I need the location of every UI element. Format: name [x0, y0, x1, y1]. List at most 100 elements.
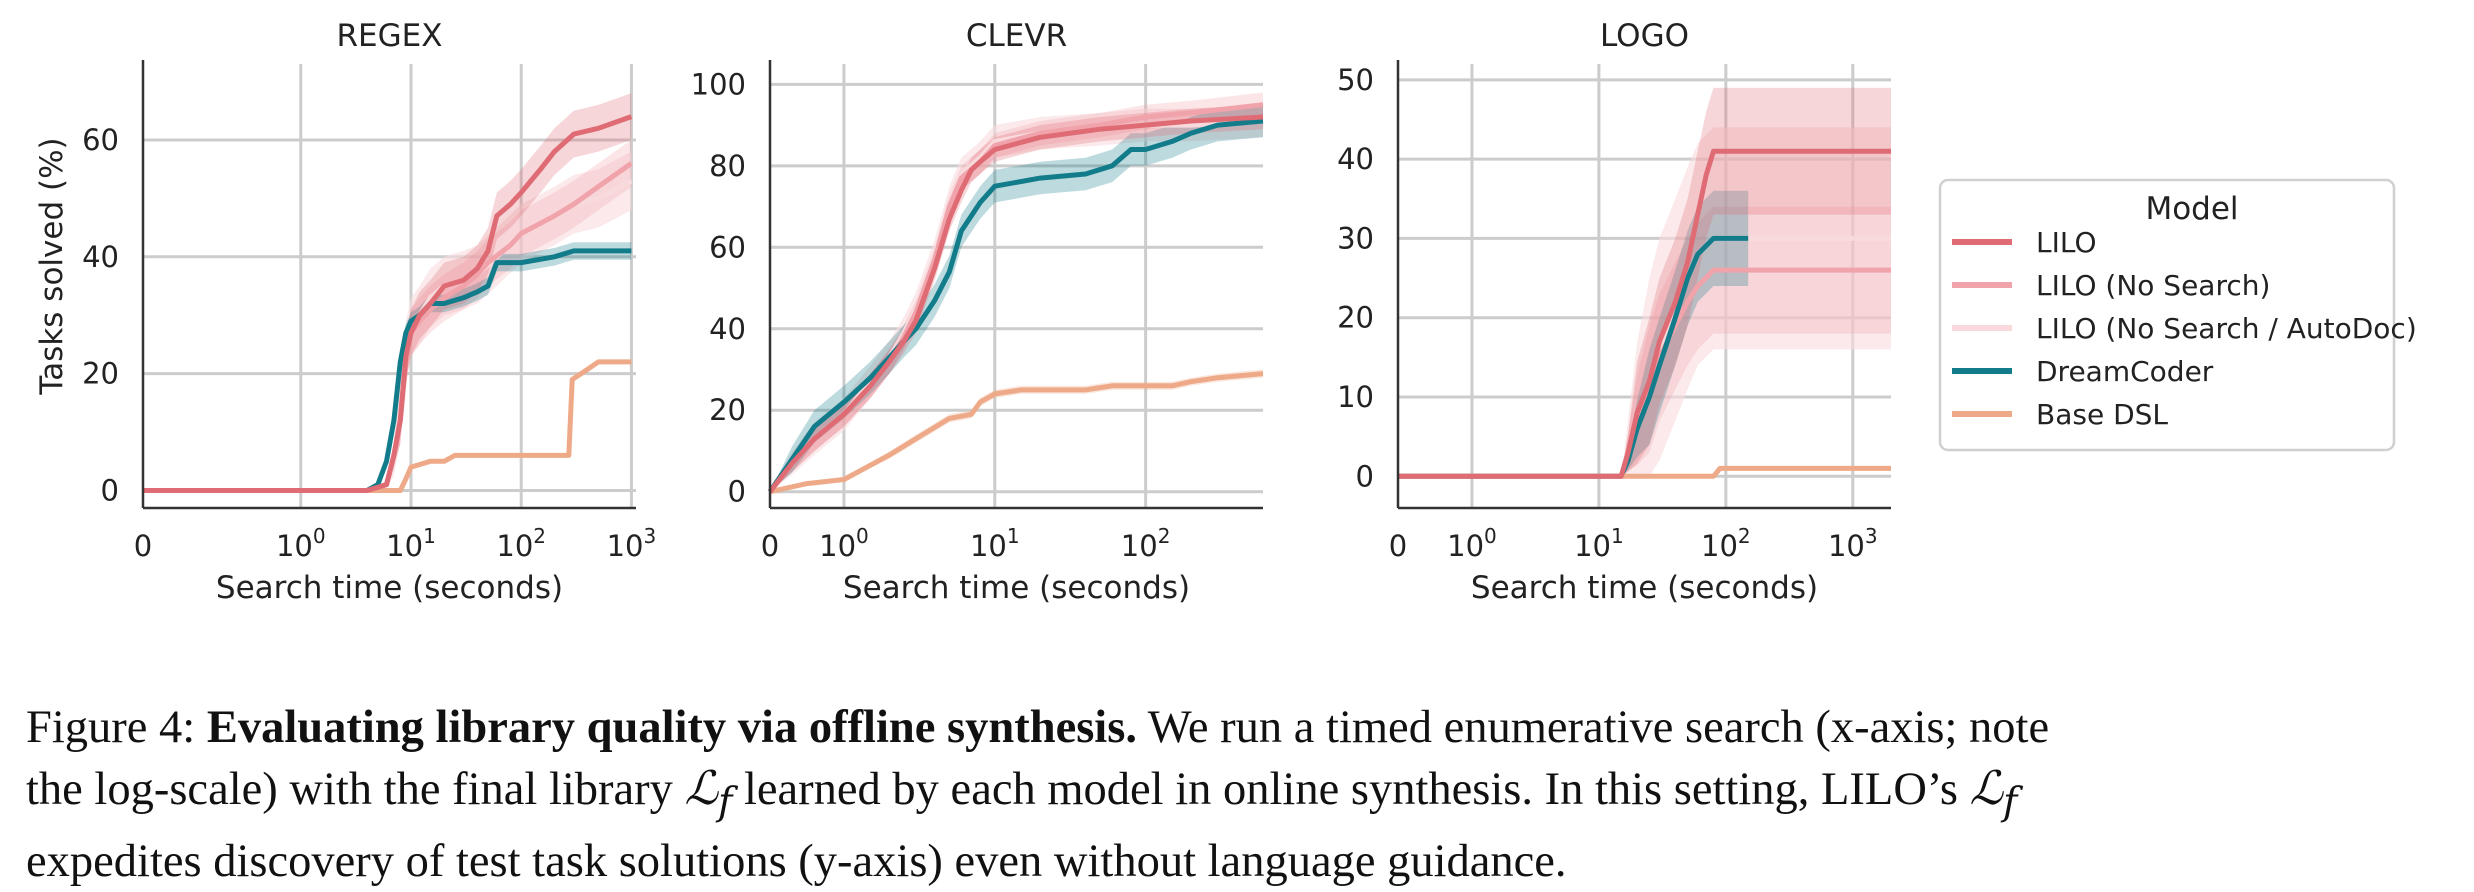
y-tick-label: 0 [728, 475, 746, 509]
bands [143, 93, 632, 491]
x-tick-label: 101 [970, 524, 1020, 563]
caption-label: Figure 4: [26, 702, 196, 753]
y-tick-label: 40 [709, 312, 746, 346]
y-tick-labels: 0 20 40 60 80 100 [691, 67, 746, 508]
y-tick-label: 60 [82, 123, 119, 157]
band-lilo [143, 93, 632, 491]
series-base-dsl [143, 359, 632, 493]
caption-line-2: the log-scale) with the final library ℒf… [26, 758, 2456, 832]
legend-label: LILO (No Search / AutoDoc) [2036, 312, 2417, 345]
legend: Model LILO LILO (No Search) LILO (No Searc… [1938, 178, 2417, 452]
y-axis-label: Tasks solved (%) [34, 137, 70, 395]
x-tick-label: 0 [761, 529, 779, 563]
caption-line2-b: learned by each model in online synthesi… [743, 764, 1810, 815]
series-lines [767, 102, 1264, 495]
x-tick-labels: 0 100 101 102 103 [1389, 524, 1878, 563]
x-axis-label: Search time (seconds) [843, 570, 1190, 606]
caption-bold: Evaluating library quality via offline s… [206, 702, 1137, 753]
x-tick-label: 103 [607, 524, 657, 563]
y-tick-label: 40 [1337, 142, 1374, 176]
band-lilo-no-search-autodoc [143, 151, 632, 491]
y-tick-label: 0 [101, 473, 119, 507]
bands [1398, 87, 1891, 477]
band-lilo-no-search [143, 139, 632, 491]
legend-entry-lilo-no-search-autodoc: LILO (No Search / AutoDoc) [1952, 312, 2417, 345]
y-tick-label: 40 [82, 240, 119, 274]
caption-lilo: LILO [1821, 764, 1927, 815]
band-lilo [1398, 87, 1891, 477]
library-symbol-base: ℒ [684, 761, 719, 815]
caption-line2-c: ’s [1926, 764, 1958, 815]
library-symbol-2-base: ℒ [1969, 761, 2004, 815]
y-tick-labels: 0 10 20 30 40 50 [1337, 63, 1374, 493]
series-lilo [768, 114, 1264, 494]
legend-entry-dreamcoder: DreamCoder [1952, 355, 2214, 388]
x-tick-label: 100 [1447, 524, 1497, 563]
x-tick-label: 101 [386, 524, 436, 563]
library-symbol-2: ℒf [1969, 761, 2018, 824]
band-dreamcoder [1398, 190, 1749, 477]
x-tick-labels: 0 100 101 102 103 [134, 524, 656, 563]
x-axis-label: Search time (seconds) [216, 570, 563, 606]
legend-label: LILO (No Search) [2036, 269, 2270, 302]
x-tick-label: 100 [276, 524, 326, 563]
band-lilo-no-search [1398, 206, 1891, 477]
chart-title: LOGO [1600, 18, 1689, 54]
series-lilo [1398, 148, 1891, 479]
legend-title: Model [2145, 191, 2238, 227]
chart-title: CLEVR [966, 18, 1067, 54]
y-tick-labels: 0 20 40 60 [82, 123, 119, 508]
x-tick-label: 0 [1389, 529, 1407, 563]
band-base-dsl [770, 369, 1263, 492]
y-tick-label: 20 [82, 357, 119, 391]
series-lilo-no-search [143, 161, 633, 493]
y-tick-label: 20 [1337, 301, 1374, 335]
legend-entry-lilo-no-search: LILO (No Search) [1952, 269, 2270, 302]
x-tick-label: 102 [496, 524, 546, 563]
series-base-dsl [769, 371, 1264, 495]
panel-regex: 0 20 40 60 0 100 101 102 103 REGEX Search time (se… [34, 18, 656, 606]
legend-entry-base-dsl: Base DSL [1952, 398, 2168, 431]
library-symbol: ℒf [684, 761, 733, 824]
chart-title: REGEX [337, 18, 443, 54]
caption-line-1: Figure 4: Evaluating library quality via… [26, 698, 2456, 758]
figure-caption: Figure 4: Evaluating library quality via… [26, 698, 2456, 892]
x-tick-labels: 0 100 101 102 [761, 524, 1171, 563]
x-tick-label: 0 [134, 529, 152, 563]
y-tick-label: 50 [1337, 63, 1374, 97]
series-lines [1398, 148, 1891, 479]
series-dreamcoder [767, 118, 1264, 494]
x-tick-label: 102 [1701, 524, 1751, 563]
x-tick-label: 102 [1121, 524, 1171, 563]
x-tick-label: 100 [819, 524, 869, 563]
x-tick-label: 103 [1828, 524, 1878, 563]
library-symbol-sub: f [718, 779, 733, 825]
x-axis-label: Search time (seconds) [1471, 570, 1818, 606]
legend-label: LILO [2036, 226, 2097, 259]
y-tick-label: 30 [1337, 221, 1374, 255]
band-lilo-no-search-autodoc [1398, 127, 1891, 477]
legend-box [1938, 178, 2396, 452]
legend-label: DreamCoder [2036, 355, 2214, 388]
grid [143, 64, 636, 508]
series-lines [143, 114, 633, 493]
caption-line1-rest: We run a timed enumerative search (x-axi… [1147, 702, 2050, 753]
y-tick-label: 10 [1337, 380, 1374, 414]
y-tick-label: 100 [691, 67, 746, 101]
library-symbol-2-sub: f [2003, 779, 2018, 825]
panel-logo: 0 10 20 30 40 50 0 100 101 102 103 LOGO Search time … [1337, 18, 1891, 606]
legend-entry-lilo: LILO [1952, 226, 2097, 259]
legend-entries: LILO LILO (No Search) LILO (No Search / Au… [1952, 226, 2417, 431]
panel-clevr: 0 20 40 60 80 100 0 100 101 102 CLEVR Search time (… [691, 18, 1264, 606]
caption-line2-a: the log-scale) with the final library [26, 764, 673, 815]
y-tick-label: 20 [709, 393, 746, 427]
y-tick-label: 60 [709, 230, 746, 264]
legend-label: Base DSL [2036, 398, 2168, 431]
x-tick-label: 101 [1574, 524, 1624, 563]
series-lilo [143, 114, 633, 493]
caption-line-3: expedites discovery of test task solutio… [26, 836, 1567, 888]
y-tick-label: 80 [709, 149, 746, 183]
y-tick-label: 0 [1356, 459, 1374, 493]
